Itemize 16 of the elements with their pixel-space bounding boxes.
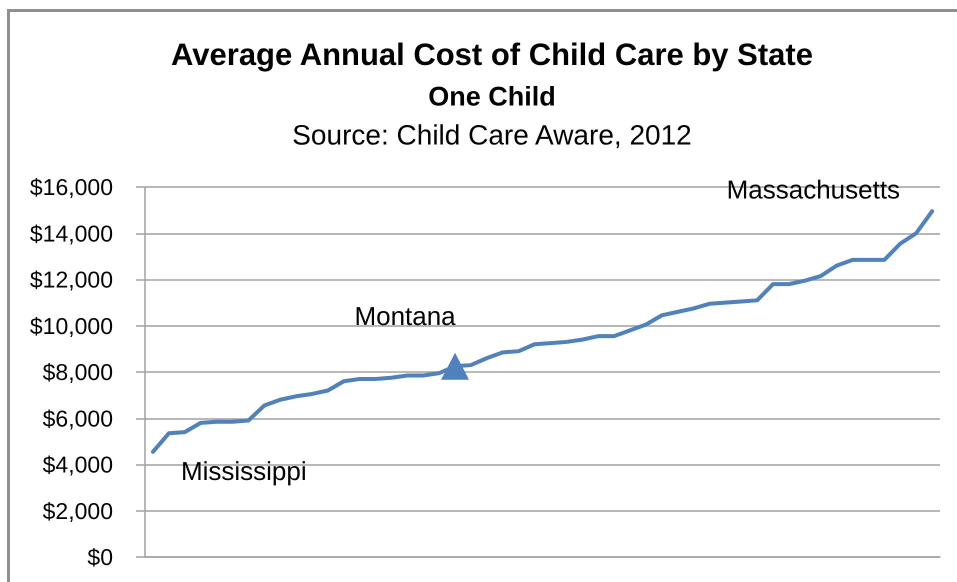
y-tick-label: $12,000 xyxy=(30,266,113,292)
y-tick-label: $16,000 xyxy=(30,174,113,200)
y-tick-label: $6,000 xyxy=(42,405,113,432)
y-tick-label: $0 xyxy=(87,544,113,570)
annotation: Mississippi xyxy=(180,456,307,486)
annotation: Massachusetts xyxy=(726,174,900,204)
y-tick-label: $10,000 xyxy=(30,312,113,339)
y-tick-label: $14,000 xyxy=(30,220,113,246)
y-tick-label: $4,000 xyxy=(42,452,113,478)
y-tick-label: $2,000 xyxy=(42,498,113,524)
chart-title: Average Annual Cost of Child Care by State xyxy=(171,37,813,72)
y-tick-label: $8,000 xyxy=(42,359,113,385)
annotation: Montana xyxy=(354,301,456,332)
chart-subtitle: One Child xyxy=(428,82,556,112)
line-series xyxy=(150,209,934,454)
source-note: Source: Child Care Aware, 2012 xyxy=(292,120,692,150)
